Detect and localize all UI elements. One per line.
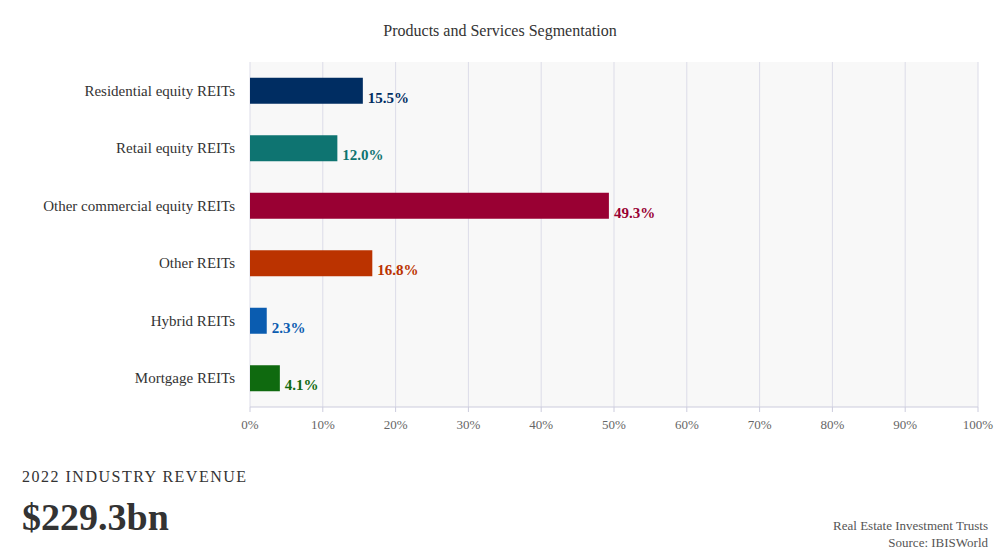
chart: Products and Services Segmentation 0% 10% 2… [0, 0, 1000, 556]
tick-label: 60% [675, 417, 699, 432]
tick-mark [832, 407, 833, 412]
tick-mark [250, 407, 251, 412]
tick-label: 70% [748, 417, 772, 432]
tick-label: 0% [241, 417, 259, 432]
grid [250, 62, 978, 412]
grid-line [250, 62, 251, 407]
grid-line [905, 62, 906, 407]
tick-mark [395, 407, 396, 412]
tick-label: 50% [602, 417, 626, 432]
data-label: 49.3% [614, 205, 655, 221]
grid-line [832, 62, 833, 407]
tick-mark [541, 407, 542, 412]
chart-subject: Real Estate Investment Trusts [833, 518, 988, 533]
grid-line [759, 62, 760, 407]
tick-mark [759, 407, 760, 412]
tick-mark [322, 407, 323, 412]
chart-title: Products and Services Segmentation [383, 22, 616, 40]
tick-mark [614, 407, 615, 412]
grid-line [395, 62, 396, 407]
tick-label: 90% [893, 417, 917, 432]
labels: Residential equity REITs 15.5% Retail equi… [43, 83, 655, 394]
tick-mark [978, 407, 979, 412]
data-label: 16.8% [377, 262, 418, 278]
data-label: 12.0% [342, 147, 383, 163]
data-label: 4.1% [285, 377, 319, 393]
grid-line [468, 62, 469, 407]
category-label: Other commercial equity REITs [43, 198, 235, 214]
tick-label: 10% [311, 417, 335, 432]
grid-line [978, 62, 979, 407]
bar [250, 135, 337, 161]
data-label: 2.3% [272, 320, 306, 336]
bar [250, 365, 280, 391]
bar [250, 78, 363, 104]
x-axis-line [250, 407, 978, 408]
tick-mark [905, 407, 906, 412]
grid-line [686, 62, 687, 407]
tick-label: 20% [384, 417, 408, 432]
category-label: Residential equity REITs [84, 83, 235, 99]
grid-line [614, 62, 615, 407]
source-note: Source: IBISWorld [888, 535, 988, 550]
category-label: Hybrid REITs [151, 313, 236, 329]
tick-label: 30% [456, 417, 480, 432]
bars [250, 78, 609, 392]
category-label: Other REITs [159, 255, 235, 271]
tick-label: 40% [529, 417, 553, 432]
grid-line [541, 62, 542, 407]
bar [250, 250, 372, 276]
category-label: Mortgage REITs [135, 370, 235, 386]
data-label: 15.5% [368, 90, 409, 106]
tick-label: 80% [820, 417, 844, 432]
category-label: Retail equity REITs [116, 140, 235, 156]
bar [250, 193, 609, 219]
page: {"chart_data": {"type": "bar", "title": … [0, 0, 1000, 556]
tick-mark [686, 407, 687, 412]
revenue-value: $229.3bn [22, 496, 169, 538]
plot-background [250, 62, 978, 407]
revenue-caption: 2022 INDUSTRY REVENUE [22, 468, 248, 485]
bar [250, 308, 267, 334]
tick-label: 100% [963, 417, 994, 432]
grid-line [322, 62, 323, 407]
tick-mark [468, 407, 469, 412]
